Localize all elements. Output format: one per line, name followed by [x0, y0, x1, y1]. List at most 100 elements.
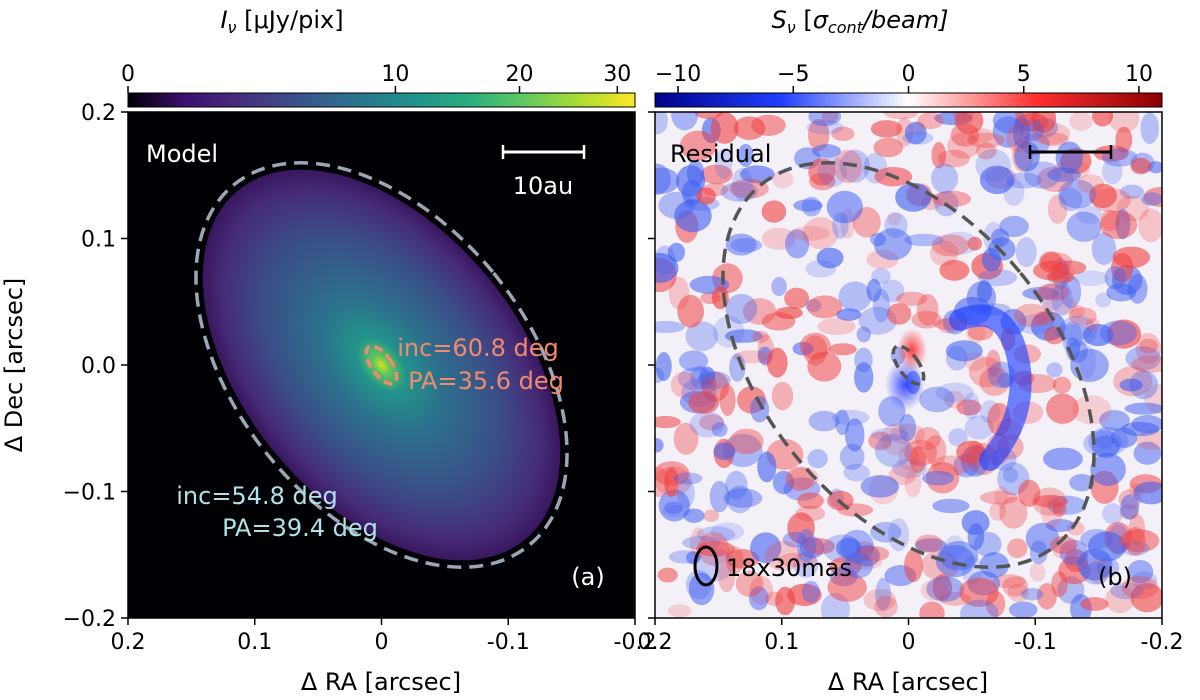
- noise-blob: [884, 112, 919, 120]
- noise-blob: [932, 574, 953, 601]
- noise-blob: [929, 240, 959, 267]
- noise-blob: [1051, 282, 1073, 316]
- noise-blob: [1091, 232, 1117, 265]
- noise-blob: [695, 541, 736, 557]
- noise-blob: [945, 340, 983, 362]
- noise-blob: [967, 132, 1005, 148]
- residual-outer-ellipse: [721, 161, 1096, 569]
- noise-blob: [1058, 187, 1083, 211]
- noise-blob: [1121, 540, 1150, 556]
- noise-blob: [1124, 402, 1162, 415]
- noise-blob: [960, 599, 999, 618]
- noise-blob: [658, 489, 690, 522]
- noise-blob: [954, 112, 984, 135]
- noise-blob: [1040, 494, 1063, 529]
- noise-blob: [956, 440, 986, 464]
- noise-blob: [975, 142, 997, 160]
- outer-inc-label: inc=54.8 deg: [176, 482, 337, 510]
- noise-blob: [696, 187, 716, 205]
- noise-blob: [1092, 112, 1113, 127]
- noise-blob: [1071, 395, 1112, 425]
- noise-blob: [1033, 494, 1069, 508]
- noise-blob: [854, 347, 873, 373]
- noise-blob: [729, 178, 769, 199]
- noise-blob: [713, 442, 736, 460]
- noise-blob: [1015, 236, 1037, 268]
- noise-blob: [821, 112, 839, 124]
- noise-blob: [730, 238, 763, 253]
- noise-blob: [880, 423, 910, 456]
- noise-blob: [904, 233, 944, 247]
- noise-blob: [875, 577, 892, 611]
- noise-blob: [1140, 112, 1159, 145]
- colorbar-a-tick-label: 10: [381, 62, 409, 87]
- noise-blob: [1052, 376, 1072, 394]
- beam-label: 18x30mas: [726, 554, 852, 582]
- x-tick-label: -0.2: [1141, 630, 1184, 655]
- noise-blob: [994, 485, 1009, 509]
- noise-blob: [677, 294, 704, 328]
- noise-blob: [1119, 504, 1139, 520]
- noise-blob: [874, 595, 898, 618]
- noise-blob: [725, 546, 744, 575]
- noise-blob: [860, 475, 900, 498]
- noise-blob: [1115, 208, 1131, 240]
- noise-blob: [1121, 575, 1159, 600]
- noise-blob: [795, 505, 826, 522]
- noise-blob: [880, 279, 905, 303]
- noise-blob: [924, 435, 947, 466]
- noise-blob: [828, 343, 857, 356]
- y-tick-label: −0.1: [63, 481, 116, 506]
- colorbar-b-tick-label: 10: [1125, 62, 1153, 87]
- x-tick-label: 0.2: [111, 630, 146, 655]
- x-tick-label: -0.1: [1014, 630, 1057, 655]
- noise-blob: [931, 234, 970, 257]
- noise-blob: [807, 449, 828, 469]
- noise-blob: [856, 545, 890, 562]
- noise-blob: [870, 521, 902, 543]
- x-tick-label: 0.2: [638, 630, 673, 655]
- y-tick-label: 0.2: [81, 101, 116, 126]
- noise-blob: [1130, 157, 1152, 175]
- noise-blob: [733, 116, 766, 140]
- noise-blob: [1141, 192, 1162, 206]
- noise-blob: [904, 468, 922, 498]
- noise-blob: [777, 552, 817, 568]
- noise-blob: [1002, 467, 1019, 483]
- noise-blob: [664, 501, 683, 515]
- noise-blob: [1099, 210, 1138, 240]
- noise-blob: [1036, 583, 1057, 610]
- noise-blob: [822, 534, 862, 563]
- noise-blob: [816, 247, 844, 269]
- panel-b-xlabel: Δ RA [arcsec]: [828, 668, 988, 696]
- noise-blob: [1074, 270, 1109, 287]
- noise-blob: [689, 411, 725, 438]
- noise-blob: [1061, 321, 1083, 355]
- noise-blob: [748, 586, 769, 611]
- x-tick-label: 0.1: [764, 630, 799, 655]
- noise-blob: [833, 149, 863, 184]
- noise-blob: [904, 549, 923, 583]
- panel-a-tag: (a): [571, 563, 604, 591]
- y-tick-label: 0.1: [81, 228, 116, 253]
- noise-blob: [899, 413, 916, 442]
- noise-blob: [1110, 427, 1138, 448]
- colorbar-b-tick-label: 0: [902, 62, 916, 87]
- noise-blob: [1031, 122, 1071, 145]
- x-tick-label: -0.1: [487, 630, 530, 655]
- noise-blob: [831, 409, 870, 426]
- noise-blob: [925, 461, 960, 494]
- colorbar-b-tick-label: 5: [1017, 62, 1031, 87]
- noise-blob: [765, 540, 802, 571]
- noise-blob: [1047, 194, 1068, 224]
- noise-blob: [725, 470, 748, 500]
- panel-b-label: Residual: [670, 140, 771, 168]
- noise-blob: [807, 351, 842, 382]
- noise-blob: [735, 570, 764, 597]
- noise-blob: [1111, 252, 1134, 283]
- noise-blob: [757, 451, 777, 483]
- noise-blob: [836, 537, 862, 559]
- noise-blob: [1130, 583, 1162, 613]
- noise-blob: [871, 268, 891, 285]
